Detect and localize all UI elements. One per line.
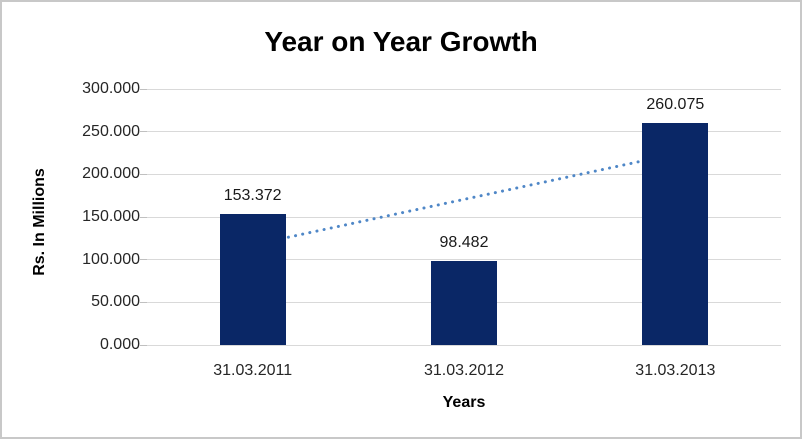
bar (642, 123, 709, 345)
gridline (147, 216, 781, 218)
gridline (147, 344, 781, 346)
x-category-label: 31.03.2013 (635, 362, 716, 379)
y-tick-label: 300.000 (82, 80, 140, 97)
bar (431, 260, 497, 345)
x-category-label: 31.03.2012 (423, 362, 505, 379)
bar-data-label: 260.075 (646, 96, 705, 114)
y-tick-mark (140, 259, 147, 261)
y-tick-label: 200.000 (82, 165, 140, 183)
y-tick-label: 100.000 (82, 250, 140, 268)
trendline (251, 152, 677, 247)
gridline (147, 173, 781, 175)
y-tick-mark (140, 131, 147, 133)
x-category-label: 31.03.2011 (213, 362, 293, 379)
y-tick-mark (140, 216, 147, 218)
x-axis-title: Years (442, 394, 486, 411)
y-tick-mark (140, 173, 147, 175)
trendline-path (251, 152, 677, 247)
y-tick-label: 150.000 (82, 208, 140, 225)
gridline (147, 88, 781, 90)
y-tick-mark (140, 301, 147, 303)
y-tick-label: 0.000 (99, 336, 140, 353)
y-tick-label: 250.000 (82, 122, 140, 140)
y-tick-label: 50.000 (91, 293, 140, 311)
bar-data-label: 153.372 (223, 187, 282, 205)
y-tick-mark (140, 344, 147, 346)
bar-data-label: 98.482 (439, 233, 489, 251)
y-tick-mark (140, 88, 147, 90)
gridline (147, 259, 781, 261)
bar (219, 214, 286, 345)
chart-title: Year on Year Growth (264, 26, 538, 57)
gridline (147, 131, 781, 133)
